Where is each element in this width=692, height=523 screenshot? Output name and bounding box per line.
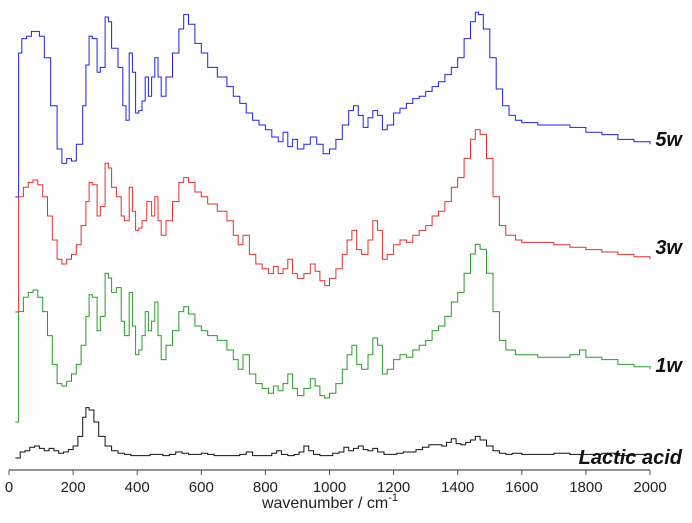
series-label-5w: 5w bbox=[655, 129, 683, 151]
x-tick-label-1000: 1000 bbox=[313, 479, 346, 496]
x-tick-label-200: 200 bbox=[61, 479, 86, 496]
x-tick-label-1200: 1200 bbox=[377, 479, 410, 496]
x-axis: 0 200 400 600 800 1000 1200 1400 1600 1800 2000 wa… bbox=[5, 469, 667, 512]
series-traces bbox=[15, 11, 651, 459]
x-tick-label-800: 800 bbox=[253, 479, 278, 496]
series-label-lactic-acid: Lactic acid bbox=[579, 447, 683, 469]
x-tick-label-1600: 1600 bbox=[505, 479, 538, 496]
series-label-3w: 3w bbox=[655, 237, 683, 259]
series-line-lactic-acid bbox=[15, 407, 651, 459]
series-label-1w: 1w bbox=[655, 355, 683, 377]
x-axis-title-text: wavenumber / cm bbox=[261, 495, 388, 512]
series-line-5w bbox=[15, 11, 651, 198]
series-line-3w bbox=[15, 129, 651, 313]
series-labels: 5w 3w 1w Lactic acid bbox=[579, 129, 684, 469]
x-tick-label-1400: 1400 bbox=[441, 479, 474, 496]
x-tick-label-2000: 2000 bbox=[633, 479, 666, 496]
x-tick-label-600: 600 bbox=[189, 479, 214, 496]
series-line-1w bbox=[15, 243, 651, 423]
x-axis-title: wavenumber / cm-1 bbox=[261, 492, 398, 512]
x-tick-label-400: 400 bbox=[125, 479, 150, 496]
x-tick-label-1800: 1800 bbox=[569, 479, 602, 496]
x-axis-title-superscript: -1 bbox=[388, 492, 398, 504]
x-ticks: 0 200 400 600 800 1000 1200 1400 1600 1800 2000 bbox=[5, 470, 667, 496]
x-tick-label-0: 0 bbox=[5, 479, 13, 496]
